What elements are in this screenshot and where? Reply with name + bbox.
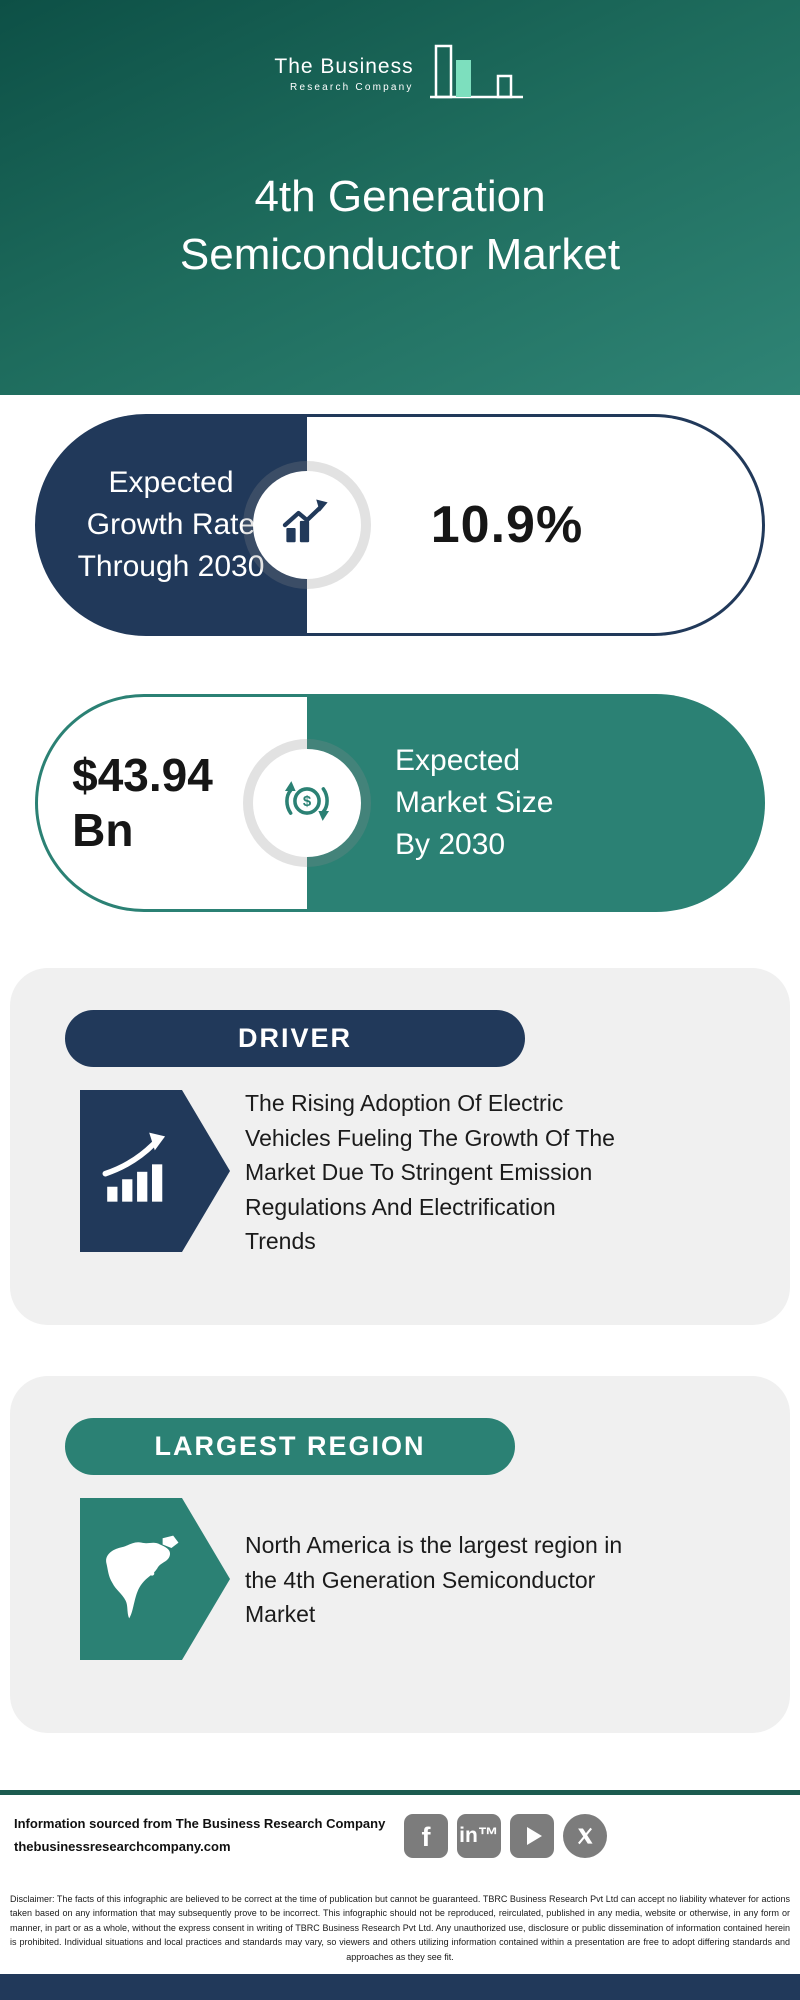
growth-rate-card: Expected Growth Rate Through 2030 10.9%	[35, 414, 765, 636]
source-line1: Information sourced from The Business Re…	[14, 1816, 386, 1831]
logo-subname: Research Company	[290, 81, 414, 93]
growth-trend-icon	[275, 491, 339, 560]
page-title-line2: Semiconductor Market	[179, 230, 621, 280]
money-exchange-icon: $	[275, 769, 339, 838]
growth-icon-circle	[253, 471, 361, 579]
market-size-label-pill: Expected Market Size By 2030	[307, 694, 765, 912]
rising-bar-chart-icon	[96, 1127, 180, 1216]
linkedin-glyph: in™	[459, 1824, 499, 1847]
source-website-link[interactable]: thebusinessresearchcompany.com	[14, 1839, 231, 1854]
market-size-value-main: $43.94	[72, 748, 213, 801]
youtube-play-glyph	[526, 1827, 542, 1845]
region-text: North America is the largest region in t…	[245, 1532, 623, 1627]
source-info: Information sourced from The Business Re…	[14, 1816, 385, 1854]
growth-rate-value: 10.9%	[430, 496, 584, 554]
largest-region-section: LARGEST REGION North America is the larg…	[10, 1376, 790, 1733]
driver-section: DRIVER The Rising Adoption Of Electric V…	[10, 968, 790, 1325]
growth-rate-label: Expected Growth Rate Through 2030	[77, 466, 265, 583]
region-heading-pill: LARGEST REGION	[65, 1418, 515, 1475]
page-title: 4th Generation Semiconductor Market	[0, 168, 800, 284]
growth-rate-value-pill: 10.9%	[307, 414, 765, 636]
bottom-accent-bar	[0, 1974, 800, 2000]
market-size-label: Expected Market Size By 2030	[395, 744, 554, 861]
facebook-glyph: f	[421, 1821, 431, 1852]
social-links: f in™	[404, 1814, 607, 1858]
logo-text: The Business Research Company	[274, 55, 413, 93]
disclaimer-text: Disclaimer: The facts of this infographi…	[10, 1894, 790, 1962]
market-size-value: $43.94 Bn	[72, 748, 213, 858]
driver-badge	[80, 1090, 230, 1252]
north-america-map-icon	[94, 1533, 182, 1626]
svg-text:$: $	[303, 792, 312, 809]
footer-divider	[0, 1790, 800, 1795]
x-twitter-icon[interactable]	[563, 1814, 607, 1858]
market-size-value-unit: Bn	[72, 804, 134, 856]
region-heading: LARGEST REGION	[154, 1431, 426, 1461]
page-title-line1: 4th Generation	[254, 172, 546, 221]
logo-name: The Business	[274, 54, 414, 78]
linkedin-icon[interactable]: in™	[457, 1814, 501, 1858]
logo-chart-icon	[426, 40, 526, 107]
driver-heading: DRIVER	[237, 1023, 352, 1053]
x-glyph	[578, 1827, 593, 1845]
company-logo: The Business Research Company	[0, 40, 800, 107]
region-badge	[80, 1498, 230, 1660]
market-size-value-pill: $43.94 Bn	[35, 694, 307, 912]
market-size-card: $43.94 Bn Expected Market Size By 2030 $	[35, 694, 765, 912]
market-size-icon-circle: $	[253, 749, 361, 857]
driver-heading-pill: DRIVER	[65, 1010, 525, 1067]
driver-text: The Rising Adoption Of Electric Vehicles…	[245, 1090, 615, 1254]
hero-header: The Business Research Company 4th Genera…	[0, 0, 800, 395]
facebook-icon[interactable]: f	[404, 1814, 448, 1858]
growth-rate-label-pill: Expected Growth Rate Through 2030	[35, 414, 307, 636]
youtube-icon[interactable]	[510, 1814, 554, 1858]
